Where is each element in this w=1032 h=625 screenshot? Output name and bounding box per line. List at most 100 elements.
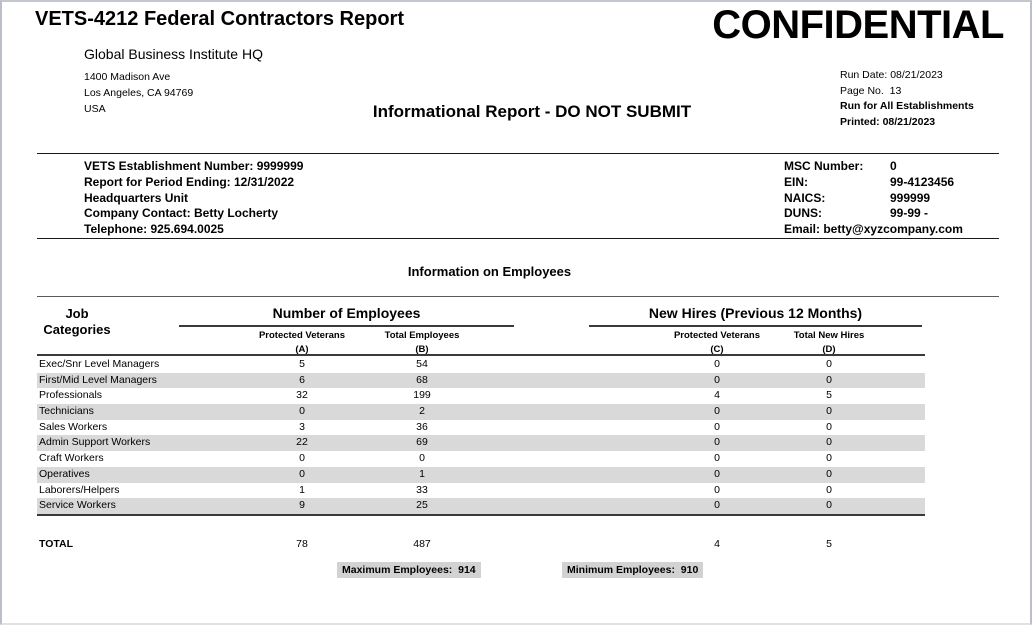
value-cell-b: 54 xyxy=(416,358,428,370)
value-cell-c: 0 xyxy=(714,405,720,418)
value-cell-c: 0 xyxy=(714,358,720,370)
contact-email: Email: betty@xyzcompany.com xyxy=(784,222,963,237)
column-gap xyxy=(482,388,657,404)
value-cell-a: 0 xyxy=(299,467,305,480)
col-c-letter: (C) xyxy=(710,344,724,355)
run-for-establishments: Run for All Establishments xyxy=(840,100,974,112)
column-gap xyxy=(482,483,657,499)
value-cell-a: 0 xyxy=(299,405,305,418)
ein-label: EIN: xyxy=(784,174,808,189)
job-category-cell: First/Mid Level Managers xyxy=(39,373,157,386)
total-a: 78 xyxy=(296,538,308,550)
job-category-cell: Exec/Snr Level Managers xyxy=(39,358,160,370)
value-cell-a: 5 xyxy=(299,358,305,370)
value-cell-a: 22 xyxy=(296,436,308,449)
table-row: Sales Workers 3 36 0 0 xyxy=(37,420,925,436)
value-cell-b: 36 xyxy=(416,420,428,433)
new-hires-group-header: New Hires (Previous 12 Months) xyxy=(589,305,922,327)
company-block: Global Business Institute HQ 1400 Madiso… xyxy=(84,46,263,117)
column-gap xyxy=(482,404,657,420)
table-row: Craft Workers 0 0 0 0 xyxy=(37,451,925,467)
naics-row: NAICS: 999999 xyxy=(784,191,963,207)
company-address-line3: USA xyxy=(84,103,106,115)
value-cell-b: 0 xyxy=(419,452,425,465)
ein-row: EIN: 99-4123456 xyxy=(784,175,963,191)
company-address-line2: Los Angeles, CA 94769 xyxy=(84,87,194,99)
value-cell-c: 0 xyxy=(714,499,720,512)
col-d-label: Total New Hires xyxy=(793,330,865,341)
value-cell-d: 0 xyxy=(826,373,832,386)
report-period: Report for Period Ending: 12/31/2022 xyxy=(84,174,295,189)
value-cell-a: 6 xyxy=(299,373,305,386)
value-cell-b: 25 xyxy=(416,499,428,512)
value-cell-c: 0 xyxy=(714,436,720,449)
job-category-cell: Laborers/Helpers xyxy=(39,483,120,496)
value-cell-c: 4 xyxy=(714,389,720,402)
job-category-cell: Admin Support Workers xyxy=(39,436,151,449)
value-cell-b: 2 xyxy=(419,405,425,418)
column-gap xyxy=(482,451,657,467)
confidential-watermark: CONFIDENTIAL xyxy=(712,3,1004,47)
ein-value: 99-4123456 xyxy=(890,174,955,189)
value-cell-d: 0 xyxy=(826,358,832,370)
column-gap xyxy=(482,467,657,483)
value-cell-a: 3 xyxy=(299,420,305,433)
establishment-ids-block: MSC Number: 0 EIN: 99-4123456 NAICS: 999… xyxy=(784,159,963,238)
establishment-number: VETS Establishment Number: 9999999 xyxy=(84,159,304,173)
value-cell-a: 32 xyxy=(296,389,308,402)
job-category-cell: Service Workers xyxy=(39,499,116,512)
employee-table-body: Exec/Snr Level Managers 5 54 0 0 First/Mid Le… xyxy=(37,357,925,514)
job-category-cell: Operatives xyxy=(39,467,90,480)
telephone: Telephone: 925.694.0025 xyxy=(84,222,224,237)
unit-type: Headquarters Unit xyxy=(84,190,189,205)
company-contact: Company Contact: Betty Locherty xyxy=(84,206,279,221)
number-of-employees-group-header: Number of Employees xyxy=(179,305,514,327)
msc-number-value: 0 xyxy=(890,159,897,173)
value-cell-b: 68 xyxy=(416,373,428,386)
msc-number-label: MSC Number: xyxy=(784,159,864,173)
minimum-employees-box: Minimum Employees: 910 xyxy=(562,562,704,578)
value-cell-d: 0 xyxy=(826,499,832,512)
table-header-separator xyxy=(37,354,925,356)
company-name: Global Business Institute HQ xyxy=(84,46,263,62)
duns-row: DUNS: 99-99 - xyxy=(784,206,963,222)
column-gap xyxy=(482,498,657,514)
column-labels-row: Protected Veterans Total Employees Prote… xyxy=(37,330,925,341)
total-label: TOTAL xyxy=(39,538,74,550)
col-c-label: Protected Veterans xyxy=(673,330,761,341)
job-category-cell: Technicians xyxy=(39,405,94,418)
column-gap xyxy=(482,357,657,373)
table-row: Exec/Snr Level Managers 5 54 0 0 xyxy=(37,357,925,373)
page-number: Page No. 13 xyxy=(840,84,902,97)
value-cell-d: 0 xyxy=(826,420,832,433)
establishment-info-block: VETS Establishment Number: 9999999 Repor… xyxy=(84,159,303,238)
value-cell-d: 0 xyxy=(826,483,832,496)
report-title: VETS-4212 Federal Contractors Report xyxy=(35,8,404,30)
total-d: 5 xyxy=(826,538,832,550)
job-categories-header-line1: Job xyxy=(65,306,89,321)
col-a-label: Protected Veterans xyxy=(258,330,346,341)
table-row: Operatives 0 1 0 0 xyxy=(37,466,925,483)
col-d-letter: (D) xyxy=(822,344,836,355)
employee-table: Job Categories Number of Employees New H… xyxy=(37,296,999,596)
column-gap xyxy=(482,435,657,451)
value-cell-b: 33 xyxy=(416,483,428,496)
job-category-cell: Sales Workers xyxy=(39,420,108,433)
value-cell-d: 0 xyxy=(826,467,832,480)
maximum-employees-box: Maximum Employees: 914 xyxy=(337,562,481,578)
value-cell-a: 1 xyxy=(299,483,305,496)
column-gap xyxy=(482,373,657,389)
col-b-letter: (B) xyxy=(415,344,429,355)
company-address-line1: 1400 Madison Ave xyxy=(84,71,171,83)
total-c: 4 xyxy=(714,538,720,550)
run-meta-block: Run Date: 08/21/2023 Page No. 13 Run for… xyxy=(840,68,974,130)
value-cell-c: 0 xyxy=(714,483,720,496)
column-gap xyxy=(482,420,657,436)
job-categories-header-line2: Categories xyxy=(43,322,111,337)
informational-report-heading: Informational Report - DO NOT SUBMIT xyxy=(372,102,692,121)
value-cell-a: 9 xyxy=(299,499,305,512)
table-row: Professionals 32 199 4 5 xyxy=(37,388,925,404)
value-cell-c: 0 xyxy=(714,452,720,465)
naics-label: NAICS: xyxy=(784,190,826,205)
job-categories-header: Job Categories xyxy=(38,306,116,338)
